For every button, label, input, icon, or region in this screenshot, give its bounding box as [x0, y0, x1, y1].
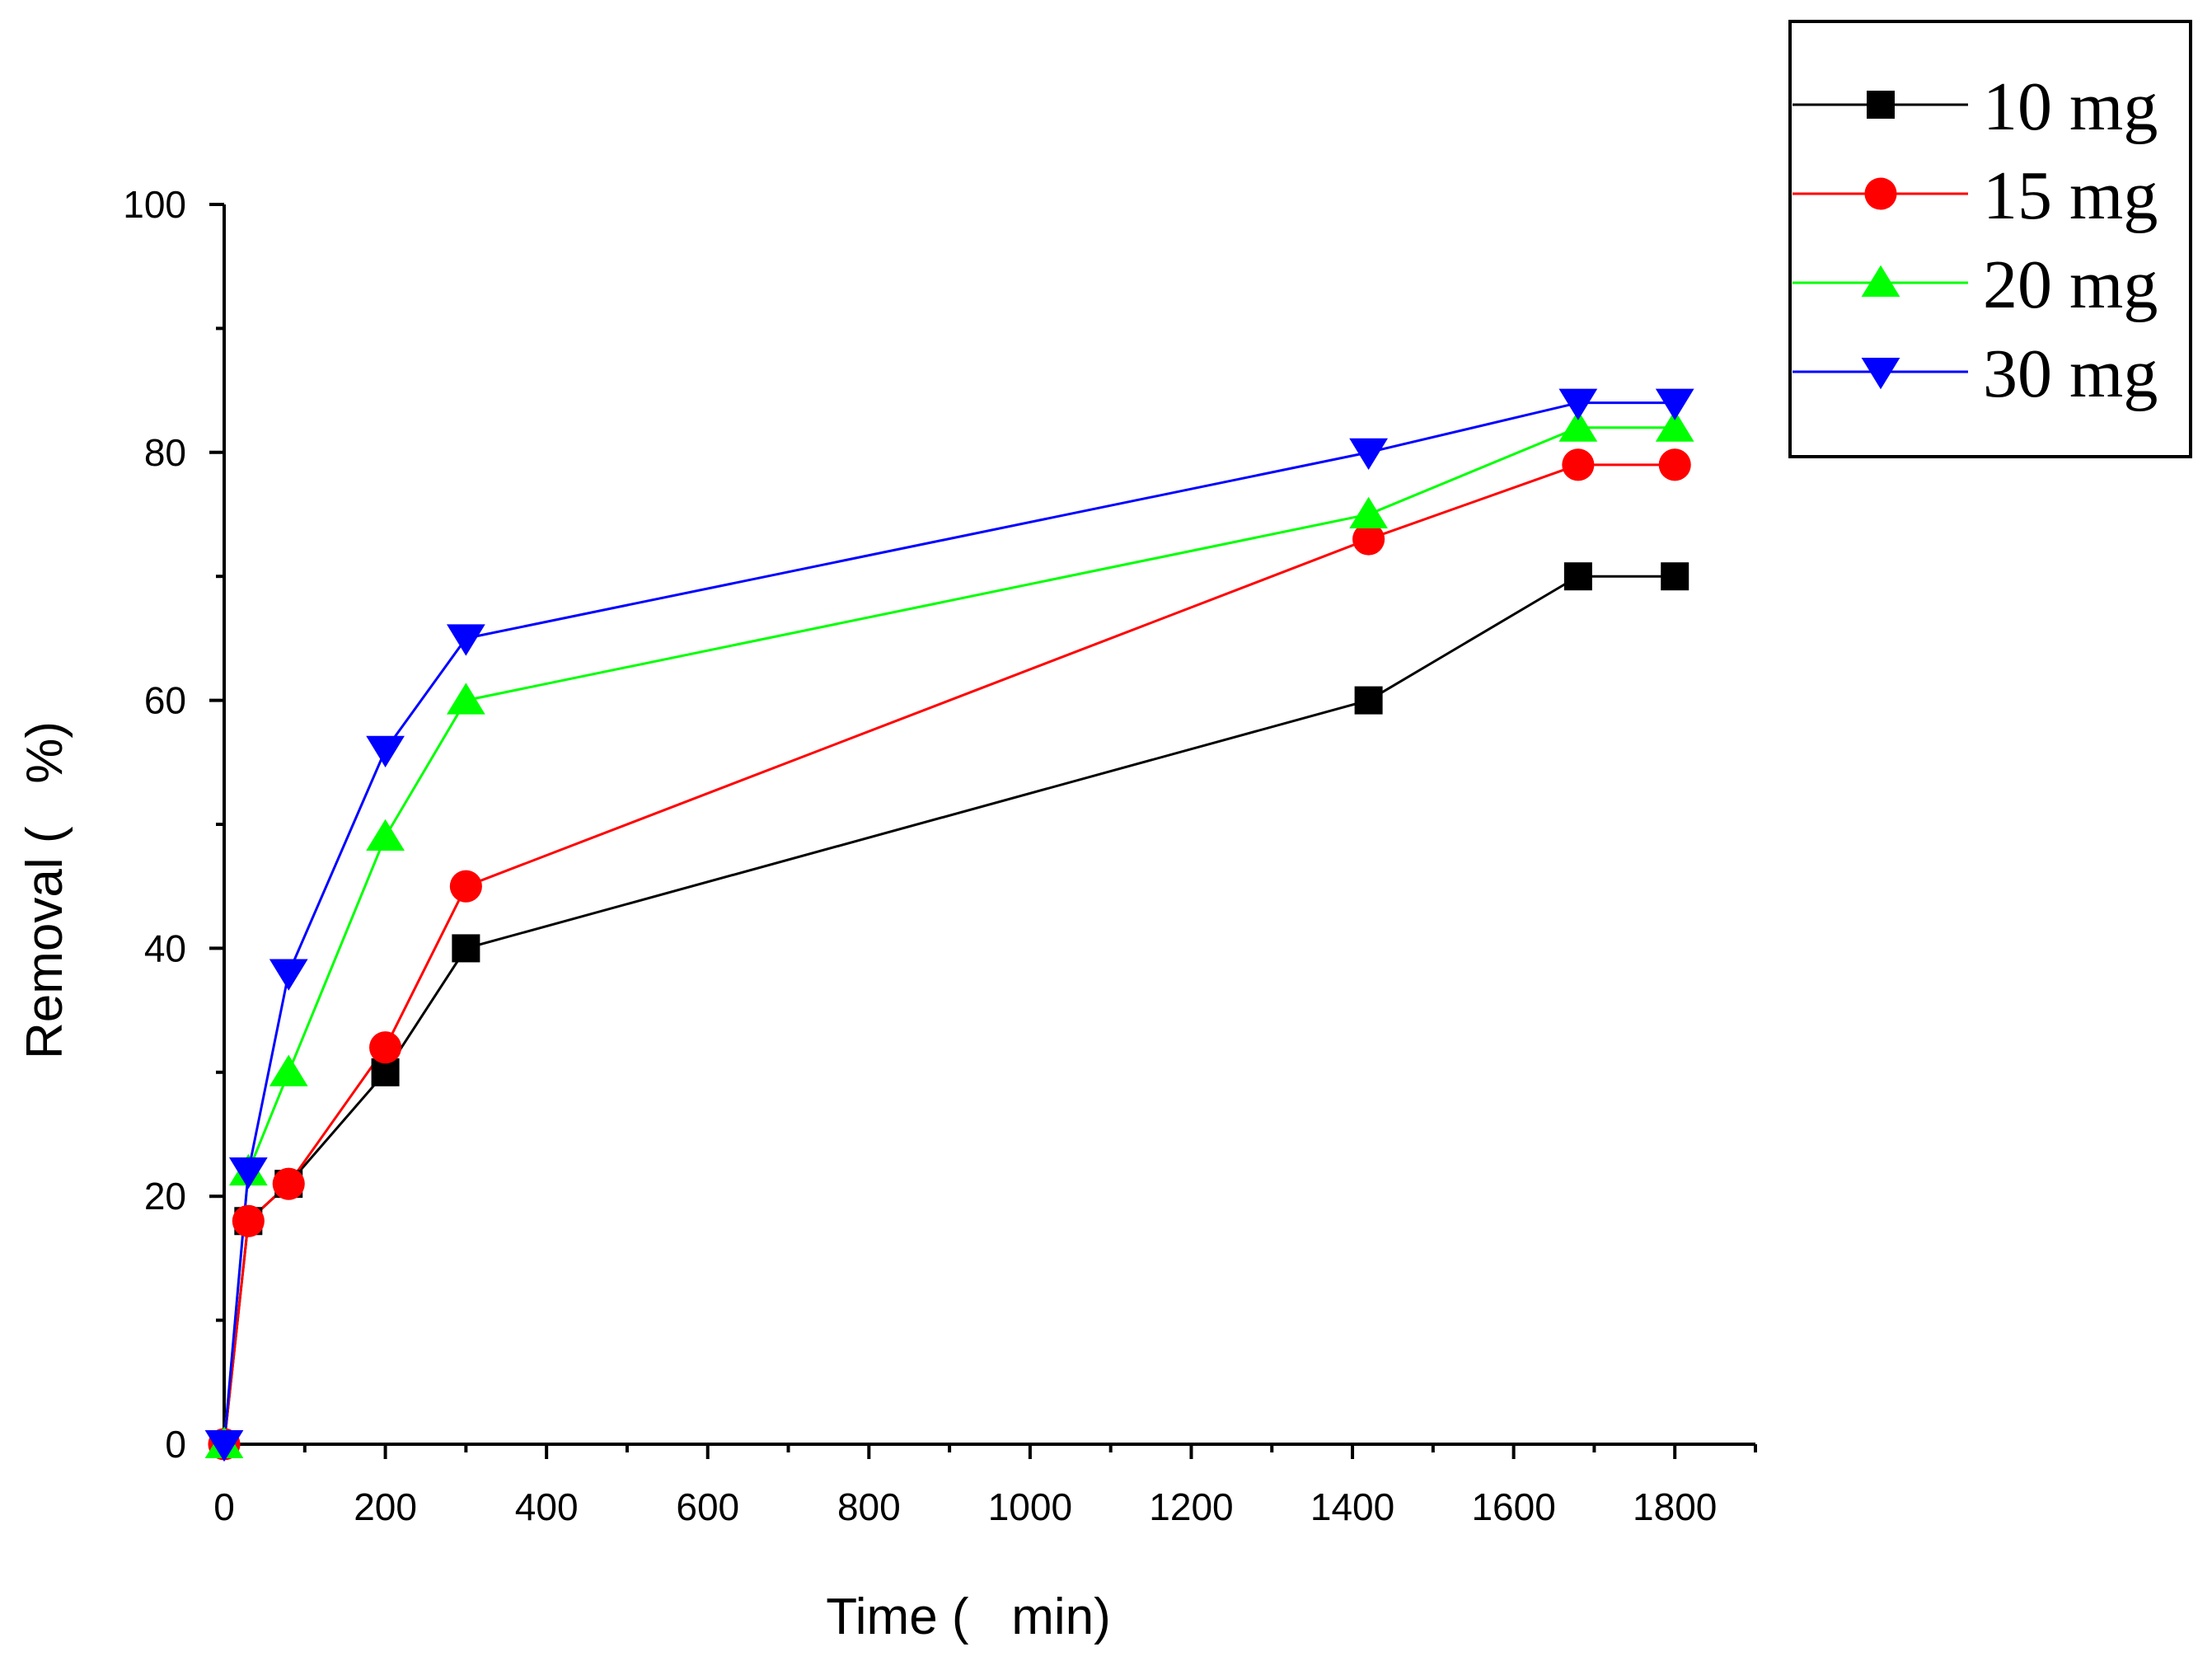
legend-marker [1861, 358, 1900, 390]
x-tick-label: 1000 [988, 1485, 1072, 1528]
data-point [366, 735, 405, 768]
x-tick-label: 1200 [1149, 1485, 1233, 1528]
data-point [232, 1204, 265, 1237]
data-point [1655, 388, 1694, 420]
data-point [228, 1157, 268, 1189]
legend-label: 10 mg [1983, 68, 2158, 145]
y-tick-label: 100 [123, 183, 186, 226]
x-tick-label: 200 [354, 1485, 417, 1528]
x-tick-label: 400 [515, 1485, 579, 1528]
data-point [269, 959, 308, 991]
series-lines [223, 401, 1675, 1445]
data-point [1661, 562, 1689, 591]
x-tick-label: 800 [837, 1485, 901, 1528]
legend-marker [1867, 91, 1895, 119]
data-point [1655, 410, 1694, 442]
legend-box [1788, 20, 2192, 458]
legend: 10 mg 15 mg 20 mg 30 mg [1788, 20, 2192, 458]
legend-label: 15 mg [1983, 157, 2158, 234]
data-point [369, 1031, 402, 1064]
data-point [1352, 523, 1385, 556]
y-tick-label: 40 [144, 927, 186, 969]
data-point [449, 870, 482, 903]
x-tick-label: 0 [213, 1485, 235, 1528]
y-tick-label: 60 [144, 679, 186, 722]
series-line-1 [223, 463, 1675, 1445]
data-point [1349, 496, 1388, 528]
ticks: 0 200 400 600 800 1000 1200 1400 1600 1800 0 20 40 60… [123, 183, 1757, 1528]
data-point [446, 624, 485, 656]
data-point [1349, 438, 1388, 471]
legend-marker [1864, 177, 1897, 210]
data-point [204, 1430, 244, 1462]
legend-label: 30 mg [1983, 335, 2158, 412]
legend-marker [1861, 265, 1900, 297]
x-axis-title: Time ( min) [826, 1588, 1111, 1645]
x-tick-label: 1600 [1471, 1485, 1555, 1528]
series-markers [204, 388, 1694, 1462]
data-point [452, 934, 480, 963]
y-axis-title: Removal ( %) [16, 721, 73, 1059]
legend-label: 20 mg [1983, 246, 2158, 323]
data-point [1658, 448, 1691, 481]
data-point [269, 1054, 308, 1086]
axes [223, 204, 1755, 1446]
data-point [366, 819, 405, 852]
data-point [1562, 448, 1595, 481]
x-tick-label: 1400 [1310, 1485, 1394, 1528]
data-point [1354, 686, 1383, 715]
series-line-2 [223, 426, 1675, 1445]
series-line-0 [223, 575, 1675, 1445]
data-point [272, 1167, 305, 1200]
x-tick-label: 1800 [1633, 1485, 1717, 1528]
y-tick-label: 80 [144, 431, 186, 474]
data-point [446, 683, 485, 715]
series-line-3 [223, 401, 1675, 1445]
data-point [1563, 562, 1592, 591]
data-point [1558, 388, 1598, 420]
y-tick-label: 20 [144, 1175, 186, 1218]
y-tick-label: 0 [165, 1423, 186, 1466]
data-point [1558, 410, 1598, 442]
x-tick-label: 600 [676, 1485, 739, 1528]
